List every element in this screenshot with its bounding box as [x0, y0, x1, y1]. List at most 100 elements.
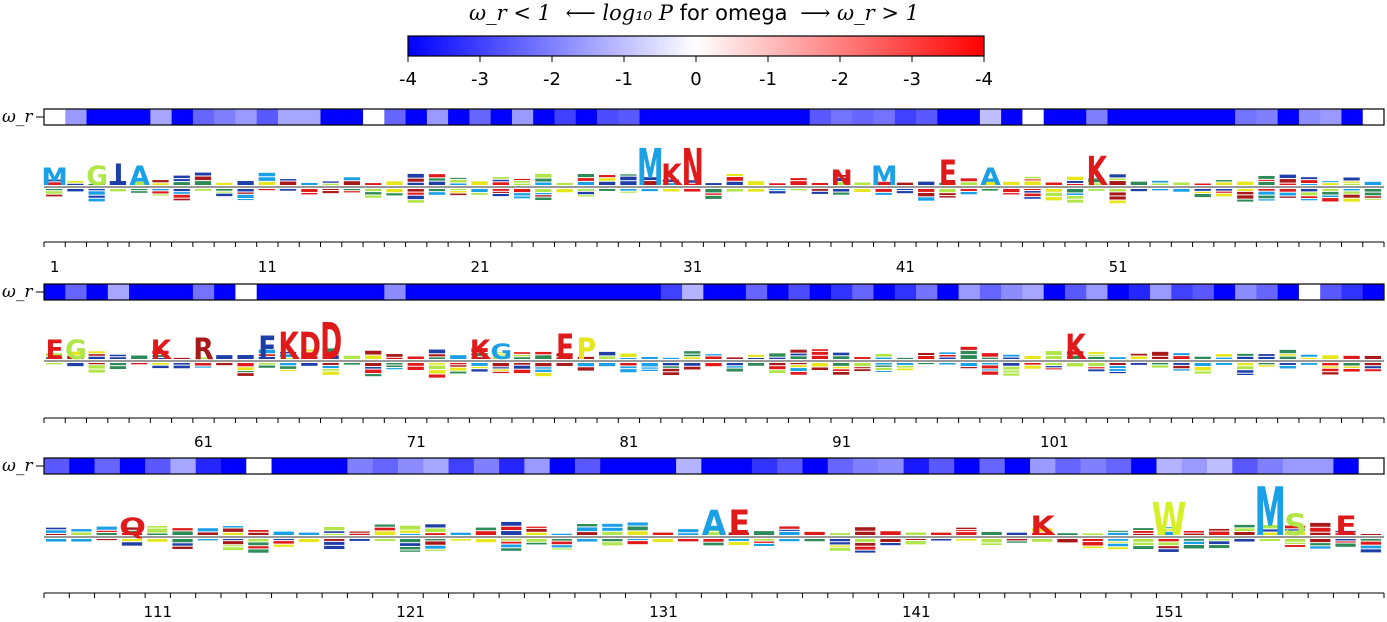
- logo-minor-marks: [46, 346, 1381, 378]
- omega-cell: [448, 458, 475, 474]
- logo-minor-mark: [1133, 533, 1154, 535]
- position-label: 91: [832, 433, 851, 451]
- logo-minor-mark: [428, 349, 446, 354]
- logo-minor-mark: [905, 539, 926, 541]
- logo-minor-mark: [1183, 530, 1205, 533]
- omega-cell: [830, 109, 853, 125]
- omega-cell: [1064, 109, 1087, 125]
- logo-minor-mark: [365, 183, 382, 185]
- logo-minor-mark: [407, 178, 424, 182]
- logo-minor-mark: [1258, 363, 1275, 365]
- logo-minor-mark: [46, 191, 63, 194]
- logo-minor-mark: [1066, 199, 1084, 203]
- omega-cell: [490, 284, 513, 300]
- position-label: 21: [470, 258, 489, 276]
- logo-minor-mark: [131, 355, 148, 359]
- logo-letter: G: [490, 340, 512, 365]
- logo-minor-mark: [492, 363, 509, 367]
- logo-minor-mark: [939, 193, 956, 196]
- logo-minor-mark: [501, 548, 522, 551]
- omega-cell: [469, 284, 492, 300]
- logo-minor-mark: [599, 175, 616, 178]
- logo-minor-mark: [173, 189, 190, 192]
- logo-minor-mark: [832, 177, 850, 181]
- omega-cell: [1105, 458, 1132, 474]
- logo-minor-mark: [620, 363, 637, 366]
- logo-minor-mark: [216, 363, 233, 366]
- logo-minor-mark: [152, 350, 169, 355]
- position-label: 51: [1109, 258, 1128, 276]
- logo-minor-mark: [1194, 371, 1211, 374]
- logo-minor-mark: [829, 545, 851, 547]
- logo-minor-mark: [194, 172, 212, 176]
- logo-minor-mark: [747, 354, 765, 357]
- logo-minor-mark: [513, 354, 531, 357]
- logo-minor-mark: [939, 182, 956, 185]
- logo-minor-mark: [273, 539, 294, 541]
- logo-minor-mark: [1335, 543, 1356, 547]
- logo-minor-mark: [981, 365, 999, 369]
- logo-minor-mark: [577, 356, 595, 359]
- logo-minor-mark: [705, 189, 722, 193]
- logo-minor-mark: [726, 177, 743, 181]
- omega-cell: [511, 284, 534, 300]
- logo-minor-mark: [1258, 354, 1275, 356]
- logo-minor-mark: [1237, 366, 1254, 370]
- logo-minor-mark: [450, 189, 467, 191]
- logo-minor-mark: [753, 541, 775, 543]
- logo-minor-mark: [854, 357, 871, 359]
- logo-minor-mark: [684, 180, 701, 183]
- logo-minor-mark: [450, 183, 467, 185]
- omega-cell: [397, 458, 424, 474]
- logo-minor-mark: [399, 539, 421, 543]
- logo-minor-mark: [1024, 189, 1041, 191]
- colorbar-tick-label: -2: [543, 69, 561, 90]
- omega-cell: [618, 109, 641, 125]
- logo-minor-mark: [237, 194, 254, 199]
- logo-minor-mark: [343, 177, 361, 181]
- colorbar-title: ω_r < 1 ⟵ log₁₀ P for omega ⟶ ω_r > 1: [469, 1, 919, 25]
- omega-cell: [830, 284, 853, 300]
- omega-cell: [363, 284, 385, 300]
- logo-minor-mark: [279, 354, 297, 357]
- logo-minor-mark: [829, 542, 851, 545]
- logo-minor-mark: [1152, 189, 1169, 191]
- logo-minor-mark: [152, 357, 169, 359]
- logo-minor-mark: [1066, 189, 1084, 193]
- logo-minor-mark: [790, 178, 807, 181]
- logo-minor-mark: [1194, 183, 1211, 185]
- logo-minor-mark: [1183, 541, 1205, 545]
- logo-minor-mark: [1300, 357, 1318, 359]
- logo-minor-mark: [492, 189, 509, 191]
- logo-minor-mark: [1133, 539, 1154, 542]
- logo-minor-mark: [662, 372, 680, 376]
- omega-cell: [320, 109, 343, 125]
- logo-minor-mark: [1107, 530, 1129, 532]
- omega-cell: [903, 458, 930, 474]
- logo-minor-mark: [1237, 356, 1254, 359]
- logo-minor-mark: [556, 357, 573, 359]
- logo-minor-mark: [829, 547, 851, 551]
- logo-row: ω_rM G I A MK N N M E A K1 11 21 31 41 51: [2, 107, 1385, 276]
- logo-minor-mark: [1343, 366, 1360, 368]
- logo-minor-mark: [194, 366, 212, 368]
- logo-minor-mark: [46, 356, 63, 359]
- logo-minor-mark: [753, 543, 775, 547]
- logo-minor-mark: [1322, 181, 1339, 183]
- logo-minor-mark: [407, 366, 424, 370]
- logo-minor-mark: [576, 532, 598, 535]
- logo-minor-mark: [1045, 368, 1062, 370]
- logo-letter: K: [661, 158, 683, 193]
- logo-minor-mark: [1006, 532, 1028, 535]
- position-label: 131: [649, 603, 678, 621]
- omega-cell: [979, 284, 1002, 300]
- logo-minor-mark: [1024, 363, 1041, 365]
- logo-minor-mark: [1152, 365, 1169, 368]
- logo-minor-mark: [1215, 354, 1233, 357]
- logo-minor-mark: [322, 365, 339, 369]
- logo-minor-mark: [109, 357, 127, 359]
- logo-minor-mark: [535, 355, 552, 359]
- logo-minor-mark: [627, 541, 648, 545]
- logo-minor-mark: [1045, 182, 1062, 185]
- omega-cell: [170, 458, 197, 474]
